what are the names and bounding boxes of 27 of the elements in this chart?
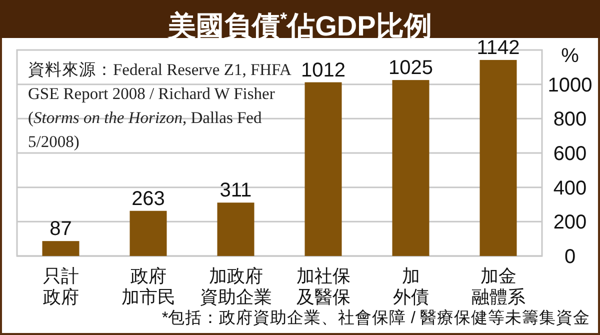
bar [42,241,80,256]
bar [480,60,517,256]
y-tick-label: 400 [553,177,587,200]
y-tick-label: 200 [553,212,587,234]
y-tick-label: 800 [553,108,587,131]
y-tick-label: 0 [564,246,576,268]
x-tick-label: 加金融體系 [471,266,526,307]
y-tick-label: 600 [553,143,587,165]
x-tick-label: 只計政府 [42,266,79,307]
data-label: 263 [132,188,165,210]
data-label: 1142 [476,36,520,59]
x-tick-label: 政府加市民 [121,266,176,307]
data-label: 1025 [388,57,433,80]
data-label: 311 [220,180,252,202]
text: *包括：政府資助企業、社會保障 / 醫療保健等未籌集資金 [162,308,590,329]
x-tick-label: 加外債 [392,266,429,307]
data-label: 1012 [301,59,346,82]
y-tick-label: 1000 [548,74,592,96]
y-axis-title: % [561,45,580,67]
x-tick-label: 加政府資助企業 [200,266,272,307]
text: 資料來源：Federal Reserve Z1, FHFA GSE Report 2008 / Richard W Fisher (Storms on the Horizon, Dallas Fed 5/2008) [28,60,290,151]
bar [304,82,342,256]
bar [130,210,167,256]
bar [217,202,254,256]
data-label: 87 [50,218,72,240]
x-tick-label: 加社保及醫保 [296,266,350,307]
bar [392,80,430,256]
